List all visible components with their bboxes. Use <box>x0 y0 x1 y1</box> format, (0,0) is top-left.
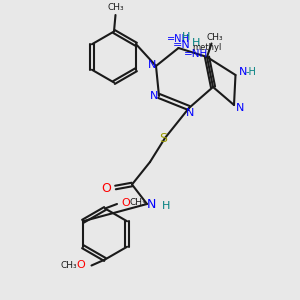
Text: =NH: =NH <box>184 49 208 59</box>
Text: CH₃: CH₃ <box>130 198 146 207</box>
Text: N: N <box>239 67 247 77</box>
Text: N: N <box>236 103 244 113</box>
Text: CH₃: CH₃ <box>61 261 77 270</box>
Text: -H: -H <box>245 67 256 77</box>
Text: =NH: =NH <box>167 34 190 44</box>
Text: O: O <box>102 182 111 196</box>
Text: S: S <box>160 131 167 145</box>
Text: methyl: methyl <box>192 44 222 52</box>
Text: N: N <box>147 197 156 211</box>
Text: =N: =N <box>172 40 190 50</box>
Text: H: H <box>161 201 170 212</box>
Text: N: N <box>150 91 159 101</box>
Text: O: O <box>122 197 130 208</box>
Text: O: O <box>76 260 85 271</box>
Text: N: N <box>148 59 157 70</box>
Text: H: H <box>182 32 190 43</box>
Text: CH₃: CH₃ <box>107 3 124 12</box>
Text: H: H <box>192 38 201 49</box>
Text: CH₃: CH₃ <box>206 33 223 42</box>
Text: N: N <box>186 107 195 118</box>
